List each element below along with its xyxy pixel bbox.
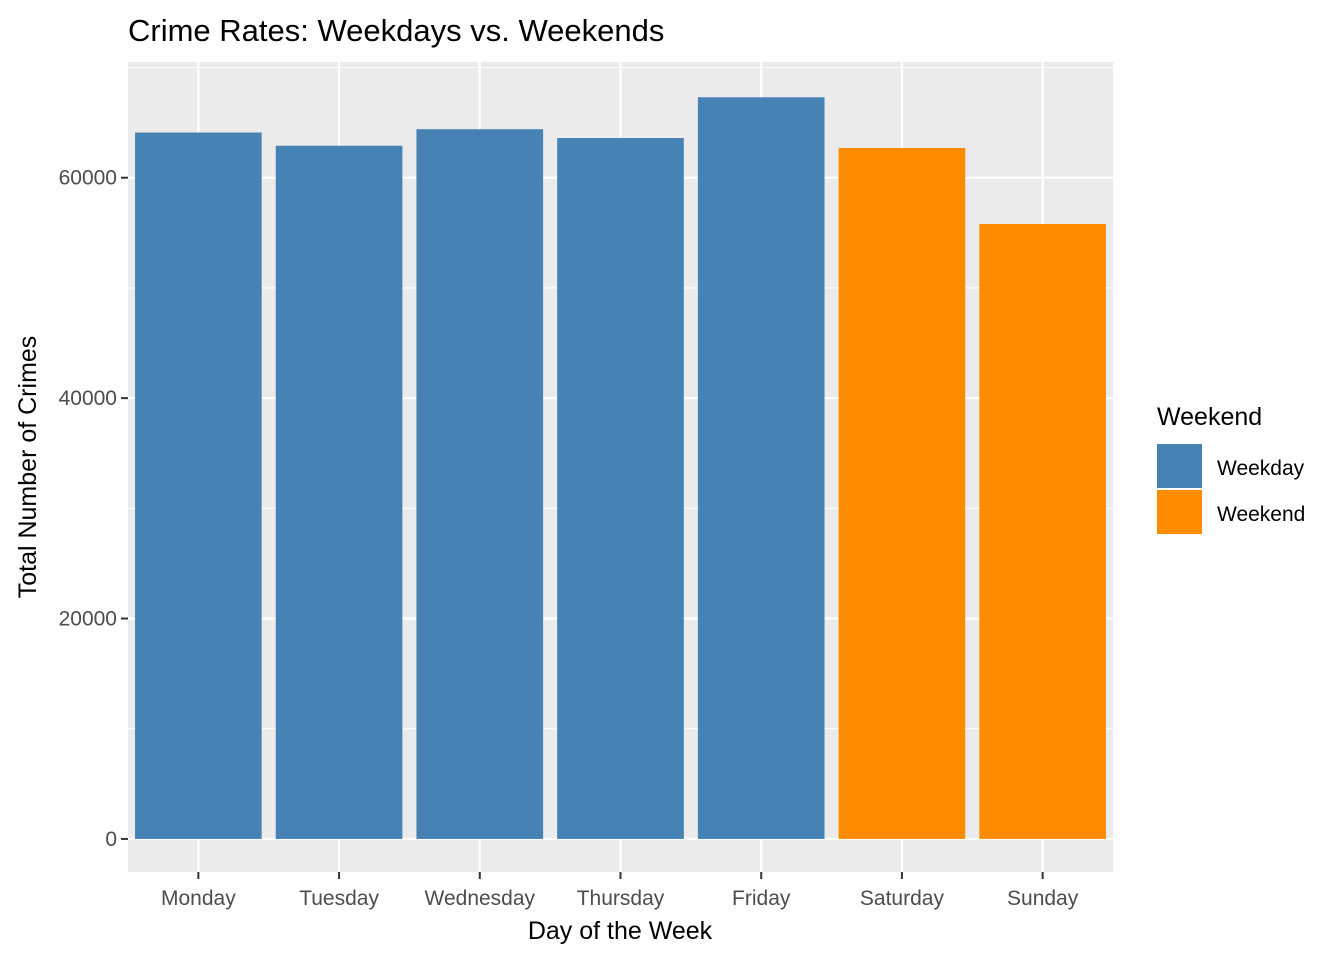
- bar-sunday: [979, 224, 1106, 839]
- chart-title: Crime Rates: Weekdays vs. Weekends: [128, 13, 664, 48]
- y-tick-label: 60000: [59, 167, 117, 190]
- x-axis: Monday Tuesday Wednesday Thursday Friday Satu…: [161, 872, 1079, 910]
- legend-key-weekday: [1157, 444, 1202, 488]
- legend: Weekend Weekday Weekend: [1157, 403, 1305, 534]
- y-tick-label: 20000: [59, 608, 117, 631]
- x-tick-label-sunday: Sunday: [1007, 887, 1079, 910]
- x-tick-label-saturday: Saturday: [860, 887, 945, 910]
- x-tick-label-thursday: Thursday: [577, 887, 665, 910]
- bars: [135, 97, 1106, 839]
- x-tick-label-wednesday: Wednesday: [425, 887, 536, 910]
- x-tick-label-monday: Monday: [161, 887, 236, 910]
- legend-title: Weekend: [1157, 403, 1262, 431]
- bar-tuesday: [275, 145, 403, 839]
- y-axis-title: Total Number of Crimes: [14, 336, 42, 599]
- bar-saturday: [838, 147, 966, 839]
- x-tick-label-tuesday: Tuesday: [299, 887, 379, 910]
- legend-label-weekend: Weekend: [1217, 503, 1305, 526]
- bar-friday: [697, 97, 825, 839]
- y-tick-label: 40000: [59, 387, 117, 410]
- y-axis: 0 20000 40000 60000: [59, 167, 128, 851]
- x-axis-title: Day of the Week: [528, 917, 713, 945]
- bar-monday: [135, 132, 262, 839]
- y-tick-label: 0: [105, 828, 117, 851]
- legend-key-weekend: [1157, 490, 1202, 534]
- x-tick-label-friday: Friday: [732, 887, 791, 910]
- bar-thursday: [557, 138, 684, 839]
- bar-wednesday: [416, 129, 544, 839]
- legend-label-weekday: Weekday: [1217, 457, 1305, 480]
